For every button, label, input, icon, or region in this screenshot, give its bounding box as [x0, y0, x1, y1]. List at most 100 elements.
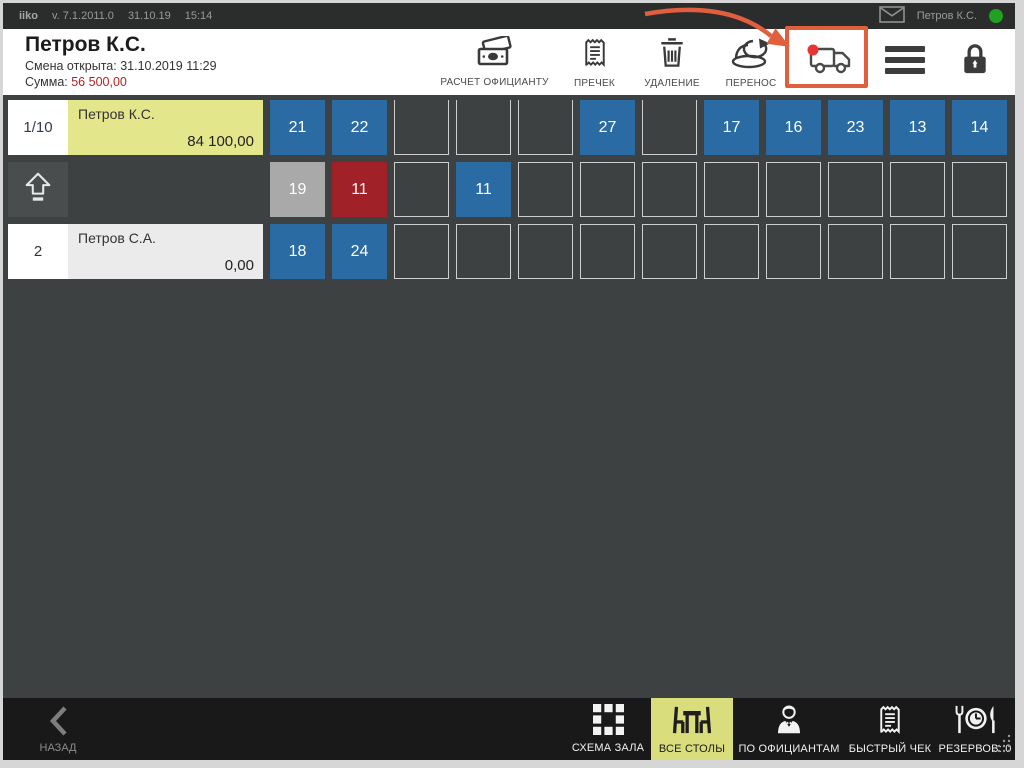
app-logo: iiko: [19, 10, 38, 22]
table-tile-18[interactable]: 18: [270, 224, 325, 279]
bottom-bar: НАЗАД СХЕМА ЗАЛА: [3, 698, 1015, 760]
tab-reserves[interactable]: РЕЗЕРВОВ: 0: [935, 698, 1015, 760]
table-tile-13[interactable]: 13: [890, 100, 945, 155]
empty-table-tile[interactable]: [828, 224, 883, 279]
table-tile-21[interactable]: 21: [270, 100, 325, 155]
table-tile-16[interactable]: 16: [766, 100, 821, 155]
header-toolbar: РАСЧЕТ ОФИЦИАНТУ ПРЕЧЕК: [432, 29, 1010, 95]
order-number-cell[interactable]: 1/10: [8, 100, 68, 155]
waiter-name: Петров К.С.: [78, 106, 155, 122]
sum-label: Сумма:: [25, 75, 68, 89]
tab-floor-plan[interactable]: СХЕМА ЗАЛА: [565, 698, 651, 760]
empty-table-tile[interactable]: [642, 100, 697, 155]
current-user-name: Петров К.С.: [916, 10, 977, 22]
tab-quick-check[interactable]: БЫСТРЫЙ ЧЕК: [845, 698, 935, 760]
empty-table-tile[interactable]: [394, 224, 449, 279]
page-title: Петров К.С.: [25, 33, 146, 56]
floor-plan-icon: [592, 704, 624, 738]
empty-table-tile[interactable]: [456, 100, 511, 155]
table-tile-11[interactable]: 11: [332, 162, 387, 217]
delete-button[interactable]: УДАЛЕНИЕ: [632, 29, 712, 95]
page-up-button[interactable]: [8, 162, 68, 217]
transfer-button[interactable]: ПЕРЕНОС: [712, 29, 790, 95]
tables-grid: 21 22 27 17 16 23 13 14 19 11 11 18 24: [270, 100, 1007, 279]
empty-table-tile[interactable]: [518, 224, 573, 279]
cash-icon: [475, 34, 515, 73]
tab-all-tables[interactable]: ВСЕ СТОЛЫ: [651, 698, 733, 760]
empty-table-tile[interactable]: [642, 162, 697, 217]
transfer-icon: [729, 36, 773, 74]
title-bar: iiko v. 7.1.2011.0 31.10.19 15:14 Петров…: [3, 3, 1015, 29]
empty-table-tile[interactable]: [766, 224, 821, 279]
table-tile-27[interactable]: 27: [580, 100, 635, 155]
order-row-2[interactable]: 2 Петров С.А. 0,00: [8, 224, 263, 279]
empty-table-tile[interactable]: [394, 162, 449, 217]
order-waiter-cell[interactable]: Петров С.А. 0,00: [68, 224, 263, 279]
empty-table-tile[interactable]: [890, 224, 945, 279]
empty-table-tile[interactable]: [890, 162, 945, 217]
trash-icon: [657, 36, 687, 74]
lock-button[interactable]: [945, 29, 1005, 95]
lock-icon: [959, 41, 991, 83]
empty-table-tile[interactable]: [518, 100, 573, 155]
empty-table-tile[interactable]: [456, 224, 511, 279]
order-row-1[interactable]: 1/10 Петров К.С. 84 100,00: [8, 100, 263, 155]
app-window: iiko v. 7.1.2011.0 31.10.19 15:14 Петров…: [3, 3, 1015, 760]
delivery-truck-icon: [803, 40, 855, 85]
back-button[interactable]: НАЗАД: [3, 698, 113, 760]
sum-info: Сумма: 56 500,00: [25, 75, 217, 89]
app-version: v. 7.1.2011.0: [51, 10, 114, 22]
delivery-orders-button[interactable]: [790, 33, 868, 91]
shift-info: Смена открыта: 31.10.2019 11:29: [25, 59, 217, 73]
empty-table-tile[interactable]: [766, 162, 821, 217]
quick-check-icon: [877, 703, 903, 739]
current-date: 31.10.19: [127, 10, 171, 22]
app-version-info: iiko v. 7.1.2011.0 31.10.19 15:14: [19, 10, 212, 22]
prebill-label: ПРЕЧЕК: [574, 77, 615, 89]
tab-reserves-label: РЕЗЕРВОВ: 0: [938, 743, 1012, 755]
empty-table-tile[interactable]: [952, 224, 1007, 279]
messages-icon[interactable]: [878, 6, 905, 26]
sum-value: 56 500,00: [71, 75, 127, 89]
table-tile-22[interactable]: 22: [332, 100, 387, 155]
menu-button[interactable]: [875, 29, 935, 95]
tables-area: 1/10 Петров К.С. 84 100,00 2 Петров С.А.: [3, 95, 1015, 698]
empty-table-tile[interactable]: [704, 224, 759, 279]
order-waiter-cell[interactable]: Петров К.С. 84 100,00: [68, 100, 263, 155]
waiter-payment-button[interactable]: РАСЧЕТ ОФИЦИАНТУ: [432, 29, 557, 95]
empty-table-tile[interactable]: [580, 224, 635, 279]
table-tile-23[interactable]: 23: [828, 100, 883, 155]
chevron-left-icon: [48, 705, 68, 740]
order-amount: 84 100,00: [187, 133, 254, 150]
tab-quick-check-label: БЫСТРЫЙ ЧЕК: [848, 743, 932, 755]
transfer-label: ПЕРЕНОС: [725, 77, 777, 89]
back-label: НАЗАД: [39, 741, 77, 754]
current-time: 15:14: [184, 10, 213, 22]
empty-table-tile[interactable]: [952, 162, 1007, 217]
delete-label: УДАЛЕНИЕ: [644, 77, 700, 89]
page-up-icon: [21, 170, 55, 209]
tab-all-tables-label: ВСЕ СТОЛЫ: [658, 743, 726, 755]
empty-table-tile[interactable]: [518, 162, 573, 217]
waiter-name: Петров С.А.: [78, 230, 156, 246]
online-status-indicator: [989, 9, 1003, 23]
empty-table-tile[interactable]: [704, 162, 759, 217]
resize-grip[interactable]: [992, 733, 1012, 758]
table-tile-17[interactable]: 17: [704, 100, 759, 155]
waiters-icon: [772, 703, 806, 739]
table-tile-19[interactable]: 19: [270, 162, 325, 217]
table-tile-24[interactable]: 24: [332, 224, 387, 279]
tab-floor-plan-label: СХЕМА ЗАЛА: [571, 742, 645, 754]
reserves-icon: [953, 703, 997, 739]
empty-table-tile[interactable]: [828, 162, 883, 217]
order-amount: 0,00: [224, 257, 254, 274]
empty-table-tile[interactable]: [394, 100, 449, 155]
tab-by-waiters[interactable]: ПО ОФИЦИАНТАМ: [733, 698, 845, 760]
prebill-button[interactable]: ПРЕЧЕК: [557, 29, 632, 95]
table-tile-11[interactable]: 11: [456, 162, 511, 217]
tab-by-waiters-label: ПО ОФИЦИАНТАМ: [738, 743, 840, 755]
order-number-cell[interactable]: 2: [8, 224, 68, 279]
empty-table-tile[interactable]: [642, 224, 697, 279]
empty-table-tile[interactable]: [580, 162, 635, 217]
table-tile-14[interactable]: 14: [952, 100, 1007, 155]
